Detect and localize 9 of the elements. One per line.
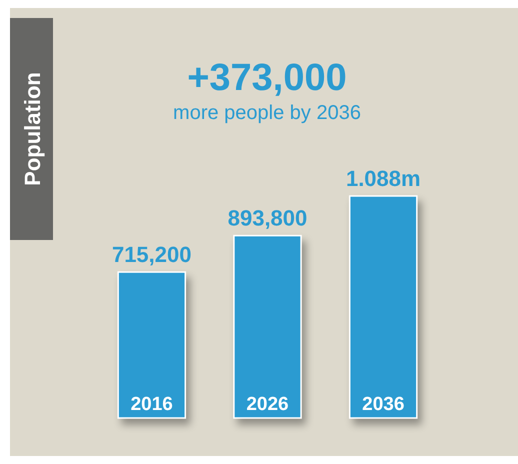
chart-title: +373,000 bbox=[187, 57, 347, 99]
chart-subtitle: more people by 2036 bbox=[173, 102, 361, 124]
data-label: 715,200 bbox=[112, 242, 192, 268]
x-tick-label: 2016 bbox=[130, 394, 173, 415]
data-label: 1.088m bbox=[346, 166, 421, 191]
y-axis-title: Population bbox=[20, 72, 45, 186]
data-label: 893,800 bbox=[228, 206, 308, 231]
x-tick-label: 2036 bbox=[362, 394, 404, 415]
x-tick-label: 2026 bbox=[246, 394, 289, 415]
